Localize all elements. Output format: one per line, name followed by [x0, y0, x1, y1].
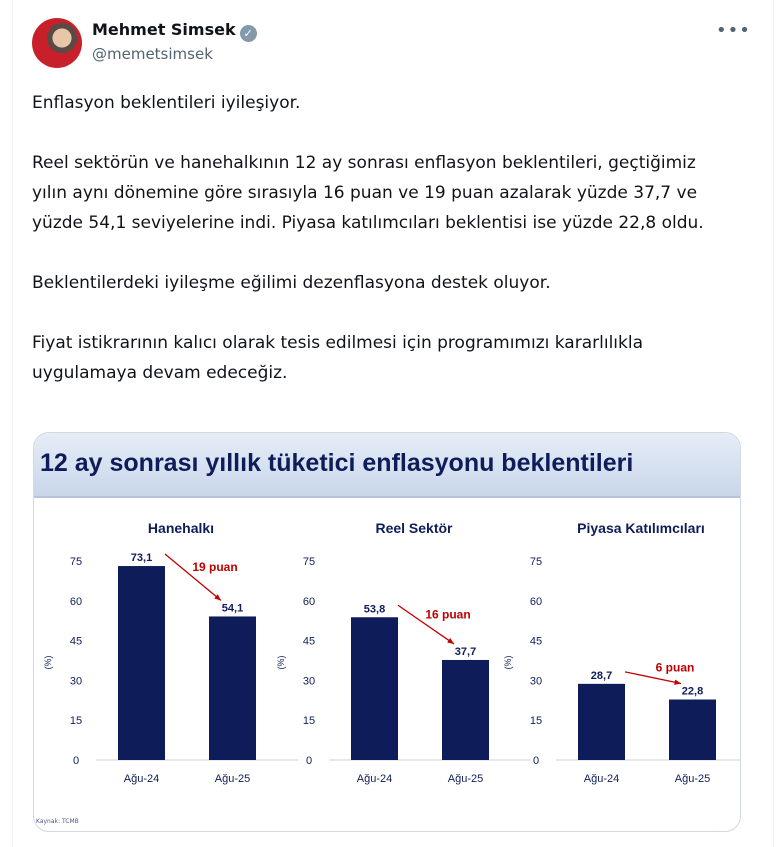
x-tick-label: Ağu-25: [448, 773, 483, 785]
y-tick-label: 15: [70, 715, 82, 727]
y-tick-label: 75: [70, 556, 82, 568]
tweet-image[interactable]: 12 ay sonrası yıllık tüketici enflasyonu…: [33, 432, 741, 832]
tweet-paragraph: Beklentilerdeki iyileşme eğilimi dezenfl…: [32, 273, 551, 293]
x-tick-label: Ağu-25: [675, 773, 710, 785]
bar-value-label: 73,1: [131, 552, 152, 564]
y-tick-label: 0: [73, 755, 79, 767]
y-tick-label: 30: [530, 675, 542, 687]
author-handle[interactable]: @memetsimsek: [92, 45, 213, 63]
annotation-label: 6 puan: [656, 661, 695, 675]
decline-arrow: [624, 671, 682, 685]
verified-badge-icon: ✓: [239, 25, 257, 42]
y-tick-label: 60: [530, 596, 542, 608]
bar-value-label: 37,7: [455, 646, 476, 658]
y-tick-label: 75: [530, 556, 542, 568]
bar-value-label: 28,7: [591, 670, 612, 682]
y-tick-label: 45: [530, 636, 542, 648]
tweet-card: [12, 0, 774, 847]
bar: [578, 683, 625, 760]
x-tick-label: Ağu-24: [357, 773, 392, 785]
y-tick-label: 30: [303, 675, 315, 687]
chart-title: 12 ay sonrası yıllık tüketici enflasyonu…: [40, 449, 634, 477]
tweet-paragraph: Reel sektörün ve hanehalkının 12 ay sonr…: [32, 153, 704, 233]
y-tick-label: 75: [303, 556, 315, 568]
decline-arrow: [164, 553, 222, 601]
bar: [118, 566, 165, 760]
arrow-head-icon: [447, 638, 454, 644]
bar: [209, 616, 256, 760]
bar-value-label: 54,1: [222, 602, 243, 614]
y-tick-label: 0: [533, 755, 539, 767]
tweet-text: Enflasyon beklentileri iyileşiyor. Reel …: [32, 88, 732, 418]
y-tick-label: 60: [70, 596, 82, 608]
y-axis-label: (%): [276, 656, 286, 670]
avatar[interactable]: [32, 18, 82, 68]
author-name-text[interactable]: Mehmet Simsek: [92, 20, 236, 39]
y-tick-label: 60: [303, 596, 315, 608]
y-axis-label: (%): [503, 656, 513, 670]
more-horizontal-icon[interactable]: •••: [716, 20, 751, 41]
bar-value-label: 53,8: [364, 603, 385, 615]
y-tick-label: 15: [303, 715, 315, 727]
y-axis-label: (%): [43, 656, 53, 670]
author-name[interactable]: Mehmet Simsek ✓: [92, 20, 257, 42]
bar-value-label: 22,8: [682, 686, 703, 698]
subchart-title: Piyasa Katılımcıları: [577, 520, 705, 536]
arrow-head-icon: [214, 594, 221, 601]
tweet-paragraph: Fiyat istikrarının kalıcı olarak tesis e…: [32, 333, 643, 383]
y-tick-label: 45: [303, 636, 315, 648]
bar: [669, 699, 716, 760]
annotation-label: 19 puan: [192, 560, 237, 574]
decline-arrow: [397, 604, 455, 645]
y-tick-label: 0: [306, 755, 312, 767]
y-tick-label: 30: [70, 675, 82, 687]
tweet-paragraph: Enflasyon beklentileri iyileşiyor.: [32, 93, 301, 113]
y-tick-label: 15: [530, 715, 542, 727]
arrow-head-icon: [674, 679, 681, 685]
bar: [442, 659, 489, 760]
subchart-title: Reel Sektör: [375, 520, 453, 536]
chart-header-band: [34, 433, 740, 498]
charts-svg: Hanehalkı 0 15 30 45 60 75 (%) 73,1 Ağu-24 54,1 Ağu…: [43, 520, 740, 785]
annotation-label: 16 puan: [425, 608, 470, 622]
source-note: Kaynak: TCMB: [36, 818, 79, 825]
bar: [351, 617, 398, 760]
x-tick-label: Ağu-25: [215, 773, 250, 785]
x-tick-label: Ağu-24: [584, 773, 619, 785]
x-tick-label: Ağu-24: [124, 773, 159, 785]
y-tick-label: 45: [70, 636, 82, 648]
subchart-title: Hanehalkı: [148, 520, 214, 536]
